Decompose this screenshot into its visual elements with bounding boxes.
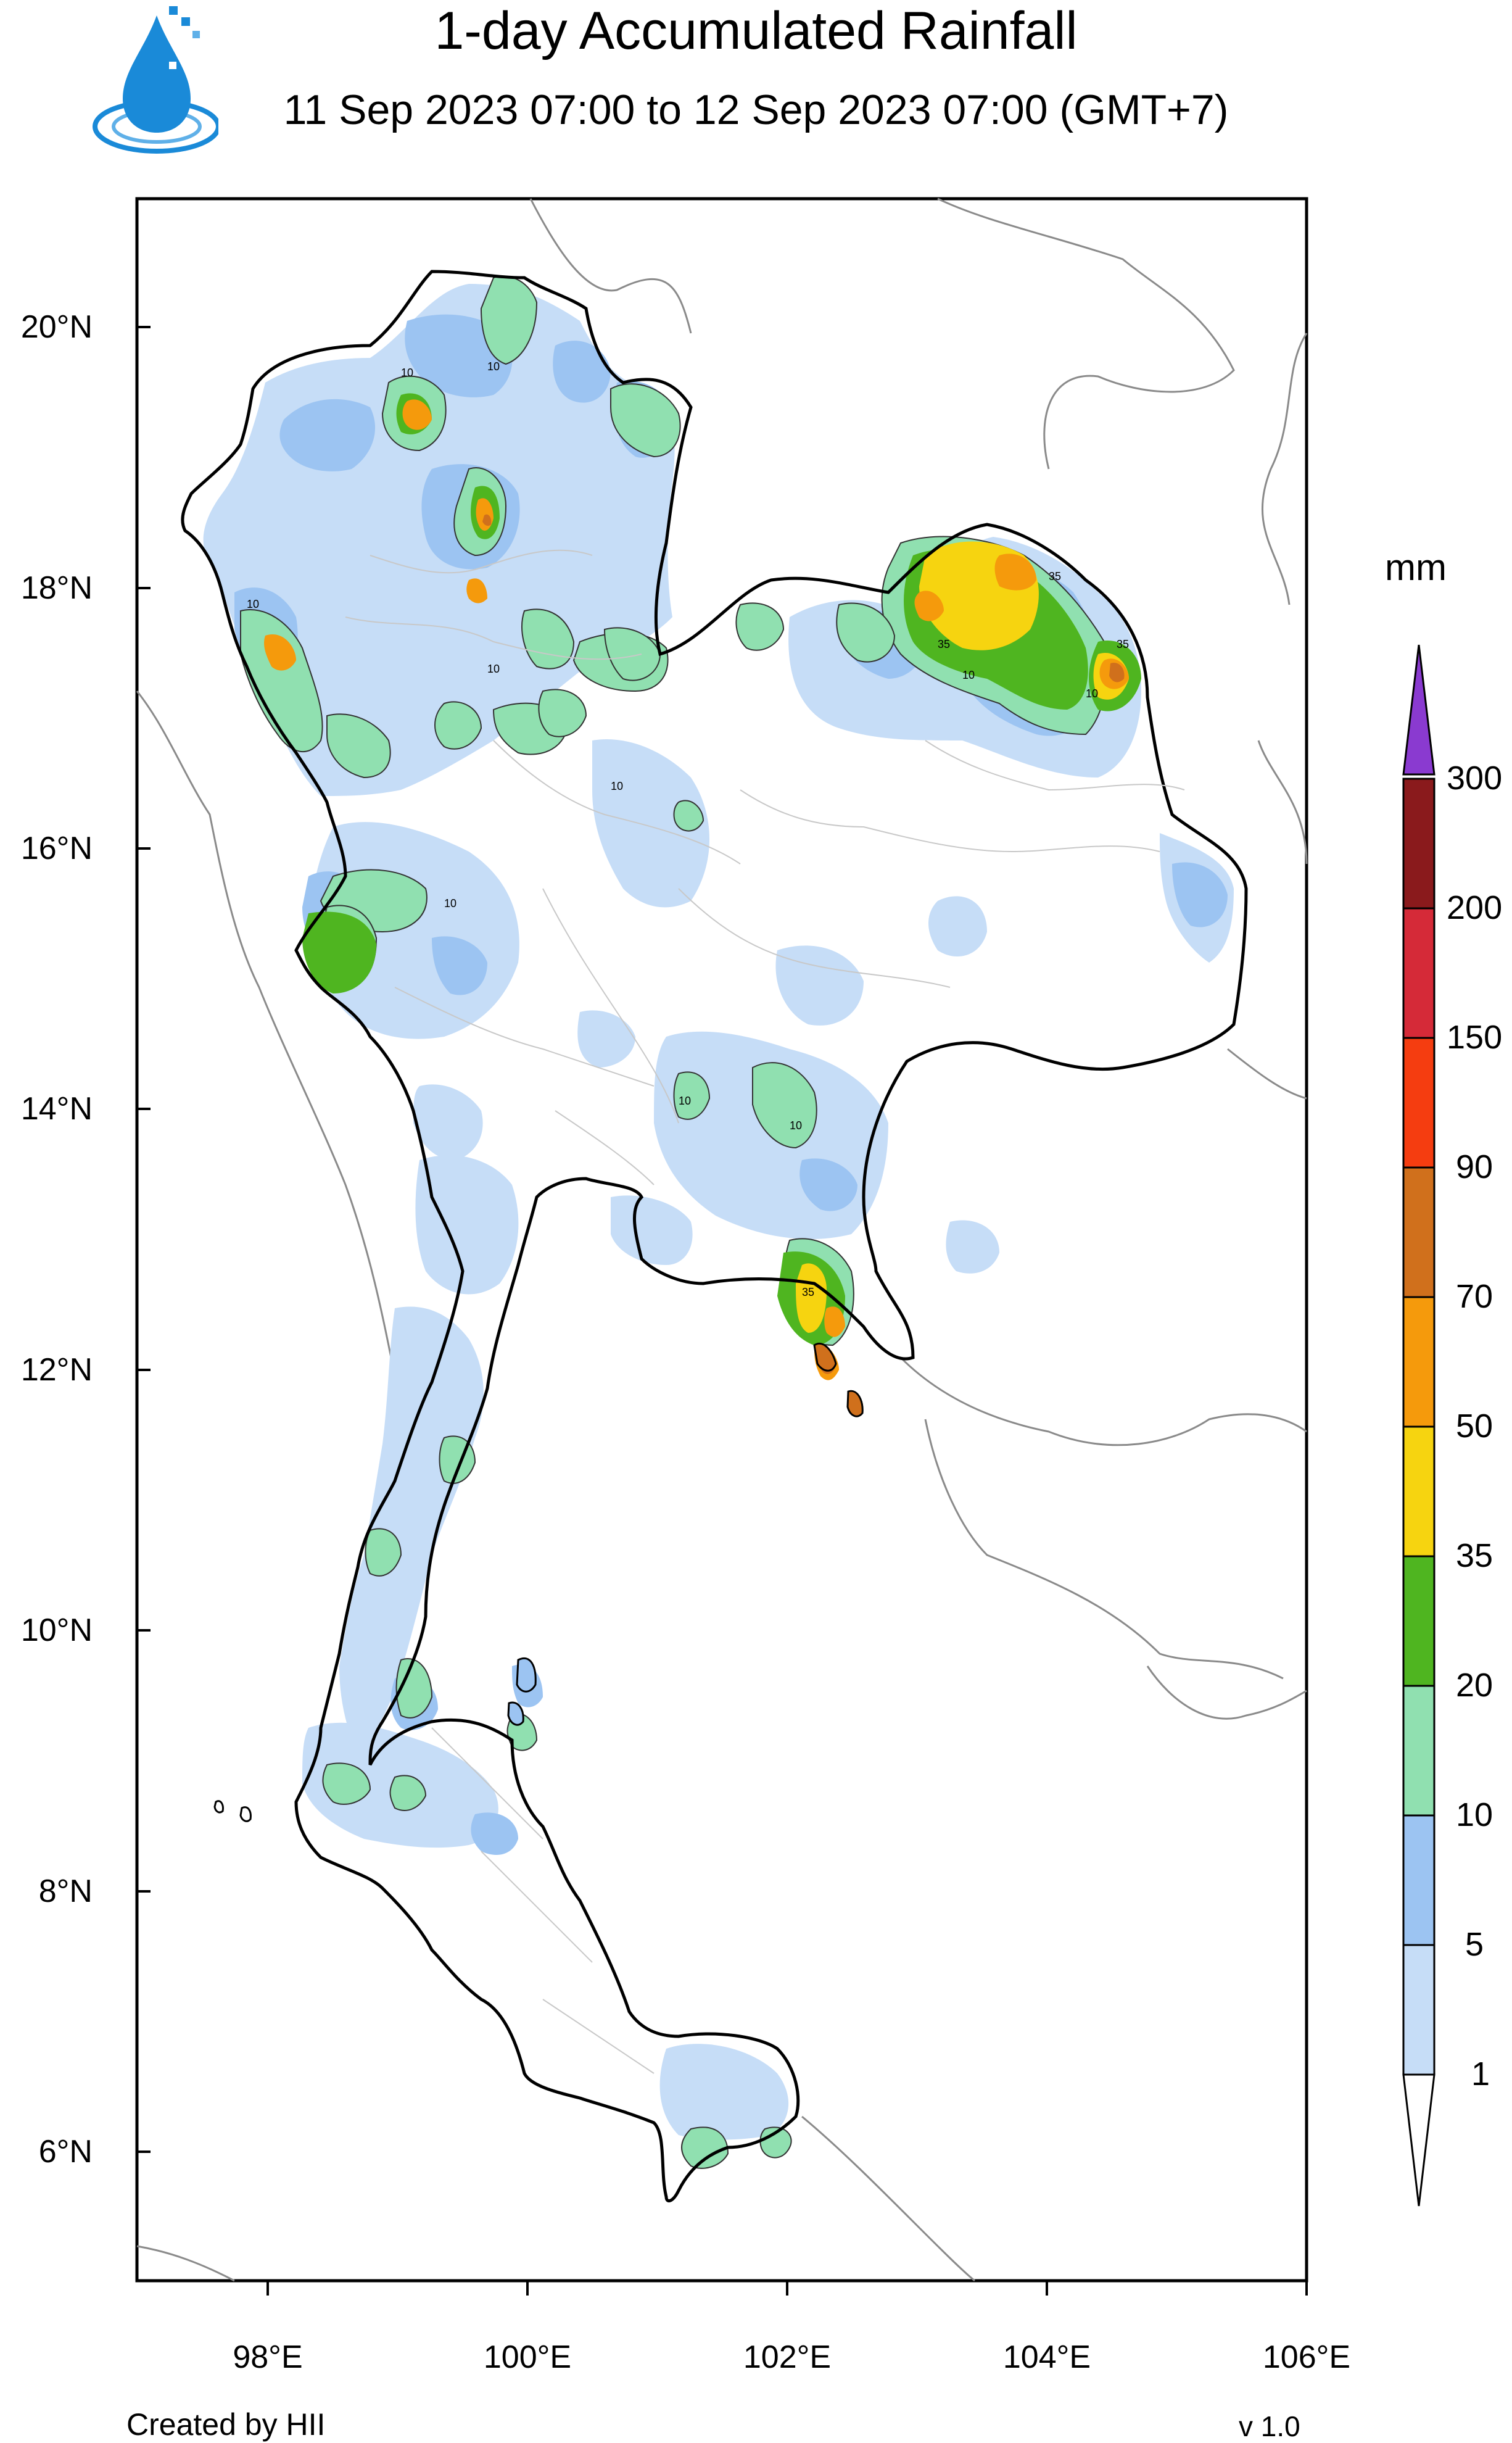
- colorbar-bin-2: [1402, 1685, 1436, 1817]
- svg-text:35: 35: [802, 1286, 814, 1298]
- colorbar-label-35: 35: [1456, 1537, 1493, 1574]
- islands: [213, 1343, 864, 1822]
- svg-text:10: 10: [790, 1119, 802, 1132]
- colorbar-label-50: 50: [1456, 1408, 1493, 1445]
- thailand-border: [181, 270, 1248, 2202]
- credit-text: Created by HII: [126, 2407, 326, 2442]
- map-subtitle: 11 Sep 2023 07:00 to 12 Sep 2023 07:00 (…: [283, 86, 1229, 133]
- lon-label-102e: 102°E: [743, 2339, 832, 2375]
- colorbar: [1402, 644, 1436, 2207]
- lat-label-16n: 16°N: [20, 831, 93, 866]
- lat-label-6n: 6°N: [38, 2134, 93, 2170]
- colorbar-bin-0: [1402, 1944, 1436, 2076]
- colorbar-bin-9: [1402, 778, 1436, 910]
- map-title: 1-day Accumulated Rainfall: [434, 1, 1078, 60]
- colorbar-top-triangle: [1402, 644, 1436, 776]
- colorbar-bin-1: [1402, 1814, 1436, 1946]
- lon-label-106e: 106°E: [1262, 2339, 1351, 2375]
- lat-label-10n: 10°N: [20, 1612, 93, 1648]
- lat-label-20n: 20°N: [20, 309, 93, 345]
- colorbar-bin-6: [1402, 1166, 1436, 1298]
- svg-text:35: 35: [1049, 570, 1061, 583]
- svg-text:10: 10: [487, 360, 500, 373]
- svg-text:35: 35: [938, 638, 950, 650]
- colorbar-label-70: 70: [1456, 1278, 1493, 1315]
- colorbar-label-20: 20: [1456, 1667, 1493, 1704]
- lat-label-8n: 8°N: [38, 1873, 93, 1909]
- colorbar-bin-3: [1402, 1555, 1436, 1687]
- lat-label-12n: 12°N: [20, 1352, 93, 1388]
- svg-text:10: 10: [444, 897, 456, 910]
- colorbar-bin-4: [1402, 1425, 1436, 1557]
- colorbar-label-90: 90: [1456, 1148, 1493, 1185]
- svg-text:10: 10: [1086, 687, 1098, 700]
- lon-label-100e: 100°E: [483, 2339, 572, 2375]
- contour-labels: 10 10 10 10 10 10 10 35 35 35 35 10 10 1…: [247, 360, 1129, 1298]
- svg-text:10: 10: [962, 669, 975, 681]
- colorbar-label-200: 200: [1447, 889, 1503, 926]
- colorbar-label-150: 150: [1447, 1019, 1503, 1056]
- colorbar-label-10: 10: [1456, 1796, 1493, 1833]
- svg-text:10: 10: [611, 780, 623, 792]
- svg-text:10: 10: [679, 1095, 691, 1107]
- svg-text:10: 10: [487, 663, 500, 675]
- svg-text:35: 35: [1117, 638, 1129, 650]
- neighbour-borders: [136, 197, 1308, 2282]
- lat-label-14n: 14°N: [20, 1091, 93, 1127]
- axis-ticks: [137, 326, 1308, 2296]
- lat-label-18n: 18°N: [20, 570, 93, 606]
- lon-label-98e: 98°E: [233, 2339, 303, 2375]
- colorbar-unit: mm: [1385, 547, 1447, 588]
- rain-50mm-areas: [264, 399, 1129, 1380]
- lon-label-104e: 104°E: [1002, 2339, 1091, 2375]
- colorbar-bin-7: [1402, 1037, 1436, 1169]
- province-borders: [345, 549, 1185, 2074]
- colorbar-bin-8: [1402, 907, 1436, 1039]
- colorbar-label-300: 300: [1447, 760, 1503, 797]
- svg-text:10: 10: [401, 367, 413, 379]
- colorbar-label-5: 5: [1465, 1926, 1484, 1963]
- colorbar-bottom-triangle: [1402, 2073, 1436, 2207]
- colorbar-bin-5: [1402, 1296, 1436, 1428]
- svg-text:10: 10: [247, 598, 259, 610]
- water-drop-logo-icon: [93, 6, 218, 154]
- colorbar-label-1: 1: [1471, 2055, 1490, 2093]
- version-text: v 1.0: [1239, 2410, 1300, 2442]
